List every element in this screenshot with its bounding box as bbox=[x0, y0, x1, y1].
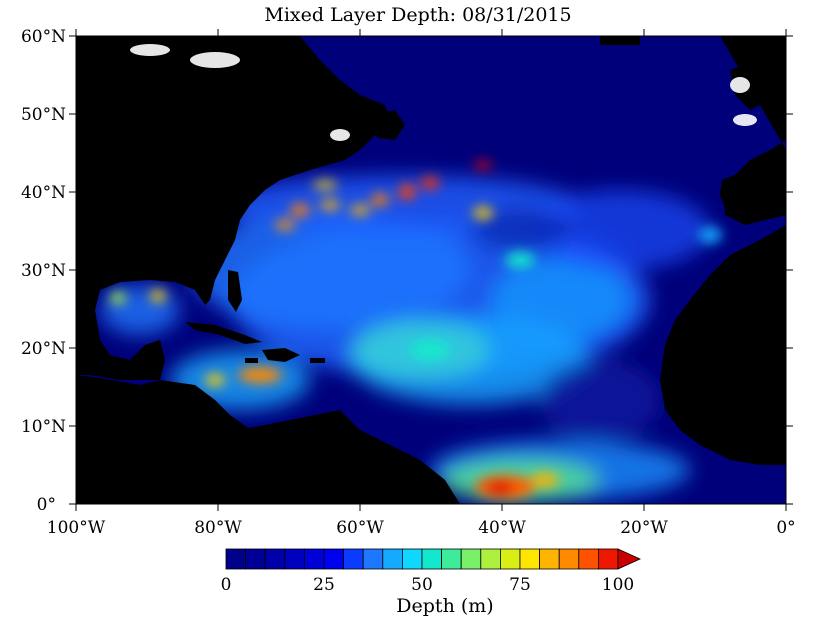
lat-label: 10°N bbox=[21, 417, 66, 437]
colorbar-tick: 25 bbox=[313, 575, 335, 595]
iceland bbox=[600, 36, 640, 45]
map-area bbox=[76, 36, 786, 504]
colorbar-segment bbox=[343, 548, 364, 570]
colorbar-segment bbox=[519, 548, 541, 570]
colorbar-segment bbox=[499, 548, 521, 570]
lon-label: 40°W bbox=[478, 518, 526, 538]
british-isles bbox=[730, 60, 775, 110]
lat-label: 50°N bbox=[21, 105, 66, 125]
colorbar-tick: 0 bbox=[221, 575, 232, 595]
colorbar-segment bbox=[303, 548, 325, 570]
lat-label: 30°N bbox=[21, 261, 66, 281]
colorbar-segment bbox=[539, 548, 560, 570]
south-america bbox=[210, 418, 460, 504]
newfoundland bbox=[368, 110, 405, 140]
cuba bbox=[185, 322, 262, 344]
colorbar-segment bbox=[598, 548, 619, 570]
colorbar-segment bbox=[284, 548, 305, 570]
colorbar-extension-arrow bbox=[617, 548, 641, 570]
lat-label: 20°N bbox=[21, 339, 66, 359]
colorbar-segment bbox=[558, 548, 580, 570]
colorbar-segment bbox=[225, 548, 247, 570]
colorbar-segment bbox=[362, 548, 384, 570]
colorbar-segment bbox=[323, 548, 345, 570]
mld-field bbox=[100, 175, 710, 502]
colorbar-segment bbox=[382, 548, 403, 570]
north-america bbox=[76, 36, 390, 380]
colorbar-segment bbox=[460, 548, 482, 570]
land-masses bbox=[76, 36, 786, 504]
colorbar-segment bbox=[480, 548, 501, 570]
colorbar bbox=[225, 548, 641, 570]
hispaniola bbox=[262, 348, 300, 362]
axis-ticks bbox=[69, 29, 793, 511]
lon-label: 100°W bbox=[47, 518, 106, 538]
colorbar-tick: 100 bbox=[602, 575, 634, 595]
greenland-edge bbox=[420, 36, 786, 155]
colorbar-ticks: 0 25 50 75 100 bbox=[221, 575, 635, 595]
africa bbox=[660, 225, 786, 465]
colorbar-segment bbox=[264, 548, 286, 570]
lon-label: 0° bbox=[776, 518, 795, 538]
jamaica bbox=[245, 358, 258, 363]
mld-hotspots bbox=[110, 161, 722, 499]
map-title: Mixed Layer Depth: 08/31/2015 bbox=[264, 4, 571, 26]
longitude-labels: 100°W 80°W 60°W 40°W 20°W 0° bbox=[47, 518, 796, 538]
puerto-rico bbox=[310, 358, 325, 363]
lat-label: 60°N bbox=[21, 27, 66, 47]
lon-label: 80°W bbox=[194, 518, 242, 538]
colorbar-label: Depth (m) bbox=[396, 595, 493, 617]
iberia bbox=[722, 168, 786, 225]
colorbar-segment bbox=[421, 548, 443, 570]
lon-label: 20°W bbox=[620, 518, 668, 538]
colorbar-segment bbox=[245, 548, 266, 570]
lon-label: 60°W bbox=[336, 518, 384, 538]
lat-label: 0° bbox=[37, 495, 56, 515]
latitude-labels: 60°N 50°N 40°N 30°N 20°N 10°N 0° bbox=[21, 27, 66, 515]
colorbar-segment bbox=[441, 548, 462, 570]
coast-white-edges bbox=[130, 44, 757, 141]
colorbar-tick: 75 bbox=[509, 575, 531, 595]
florida bbox=[228, 270, 242, 312]
colorbar-tick: 50 bbox=[411, 575, 433, 595]
colorbar-segment bbox=[578, 548, 599, 570]
lat-label: 40°N bbox=[21, 183, 66, 203]
colorbar-segment bbox=[401, 548, 423, 570]
